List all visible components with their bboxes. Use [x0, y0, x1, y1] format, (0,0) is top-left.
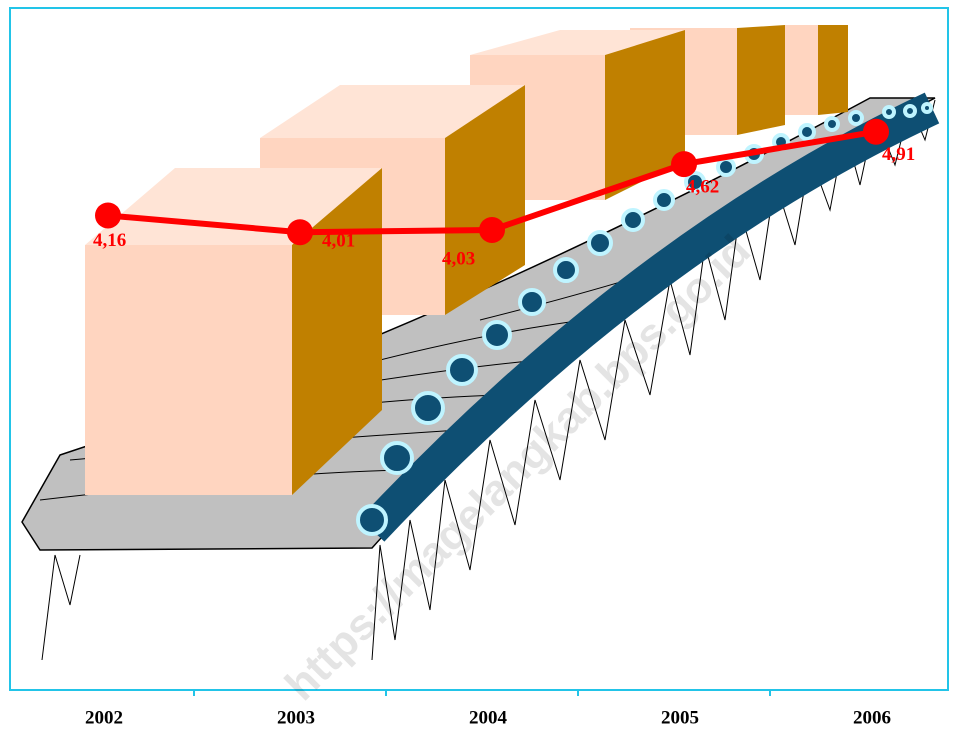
value-label: 4,91: [882, 144, 915, 165]
marker: [479, 216, 505, 243]
marker: [287, 219, 313, 246]
value-label: 4,01: [322, 231, 355, 252]
value-label: 4,16: [93, 230, 126, 251]
value-label: 4,62: [686, 176, 719, 197]
conveyor-decoration: [21, 25, 940, 661]
x-tick-label: 2003: [277, 707, 315, 728]
x-tick-label: 2004: [469, 707, 508, 728]
x-tick-label: 2006: [853, 707, 891, 728]
marker: [671, 151, 697, 178]
value-label: 4,03: [442, 248, 475, 269]
marker: [863, 118, 889, 145]
x-tick-label: 2002: [85, 707, 123, 728]
x-tick-label: 2005: [661, 707, 699, 728]
marker: [95, 202, 121, 229]
